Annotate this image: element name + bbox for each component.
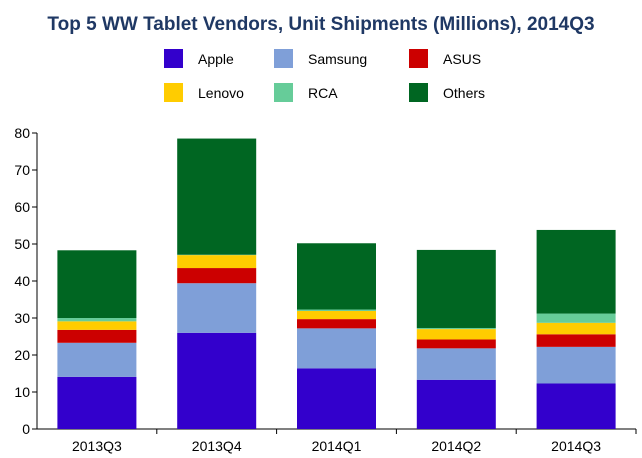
legend-label-asus: ASUS: [443, 51, 481, 67]
y-tick-label: 10: [14, 384, 30, 400]
bar-lenovo-2013q4: [177, 255, 257, 269]
legend-swatch-lenovo: [164, 83, 183, 102]
bar-apple-2014q3: [536, 383, 616, 429]
y-tick-label: 70: [14, 162, 30, 178]
bar-others-2013q3: [57, 250, 137, 318]
bar-others-2014q2: [416, 249, 496, 328]
legend-swatch-asus: [409, 49, 428, 68]
bar-samsung-2013q3: [57, 342, 137, 377]
y-tick-label: 20: [14, 347, 30, 363]
bar-others-2013q4: [177, 138, 257, 255]
bar-rca-2014q1: [297, 309, 376, 311]
bar-rca-2014q2: [416, 327, 496, 330]
bar-apple-2014q1: [297, 368, 376, 429]
bar-asus-2013q3: [57, 329, 137, 343]
x-tick-label: 2014Q3: [551, 438, 601, 454]
x-tick-label: 2013Q3: [72, 438, 122, 454]
y-tick-label: 30: [14, 310, 30, 326]
y-tick-label: 50: [14, 236, 30, 252]
y-tick-label: 80: [14, 125, 30, 141]
bar-lenovo-2014q1: [297, 310, 376, 320]
x-tick-label: 2014Q2: [431, 438, 481, 454]
plot-area: 0 10 20 30 40 50 60 70 80 2013Q3 2013Q4 2014Q1 2014Q…: [14, 125, 637, 454]
bar-lenovo-2013q3: [57, 321, 137, 330]
y-tick-label: 0: [22, 421, 30, 437]
bar-asus-2014q2: [416, 339, 496, 349]
bar-samsung-2014q2: [416, 348, 496, 380]
x-tick-label: 2013Q4: [192, 438, 242, 454]
legend-label-others: Others: [443, 85, 485, 101]
bar-asus-2014q3: [536, 334, 616, 347]
bar-others-2014q1: [297, 243, 376, 310]
bar-others-2014q3: [536, 229, 616, 314]
bar-rca-2014q3: [536, 313, 616, 323]
legend-label-rca: RCA: [308, 85, 338, 101]
bar-rca-2013q3: [57, 318, 137, 322]
bar-lenovo-2014q2: [416, 329, 496, 340]
bar-samsung-2014q3: [536, 346, 616, 384]
legend-label-samsung: Samsung: [308, 51, 367, 67]
y-tick-label: 60: [14, 199, 30, 215]
bar-samsung-2013q4: [177, 283, 257, 333]
chart-title: Top 5 WW Tablet Vendors, Unit Shipments …: [47, 14, 594, 35]
bar-asus-2013q4: [177, 268, 257, 284]
legend-swatch-samsung: [274, 49, 293, 68]
bar-samsung-2014q1: [297, 328, 376, 369]
legend-label-lenovo: Lenovo: [198, 85, 244, 101]
legend-label-apple: Apple: [198, 51, 234, 67]
bar-apple-2013q4: [177, 332, 257, 429]
x-tick-label: 2014Q1: [312, 438, 362, 454]
legend-swatch-rca: [274, 83, 293, 102]
legend: Apple Samsung ASUS Lenovo RCA Others: [164, 49, 485, 102]
bar-apple-2013q3: [57, 376, 137, 429]
bar-asus-2014q1: [297, 319, 376, 329]
bar-apple-2014q2: [416, 379, 496, 429]
legend-swatch-others: [409, 83, 428, 102]
y-tick-label: 40: [14, 273, 30, 289]
bar-lenovo-2014q3: [536, 322, 616, 335]
legend-swatch-apple: [164, 49, 183, 68]
